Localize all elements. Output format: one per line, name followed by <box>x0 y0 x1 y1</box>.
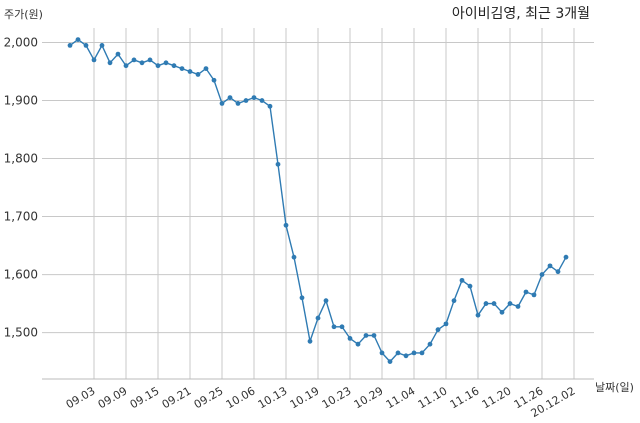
x-tick-label: 10.23 <box>320 384 354 411</box>
data-point <box>299 295 305 301</box>
data-point <box>243 98 249 103</box>
data-point <box>419 350 425 356</box>
data-point <box>499 309 505 315</box>
data-point <box>99 43 105 48</box>
data-point <box>211 77 217 83</box>
x-tick-label: 10.29 <box>352 384 386 411</box>
y-tick-label: 1,800 <box>4 152 38 166</box>
x-tick-label: 09.21 <box>160 384 194 411</box>
data-point <box>139 60 145 66</box>
data-point <box>219 101 225 106</box>
data-point <box>475 312 481 318</box>
data-point <box>91 57 97 63</box>
data-point <box>163 60 169 66</box>
y-tick-label: 1,600 <box>4 268 38 282</box>
series <box>67 37 569 364</box>
data-point <box>531 292 537 298</box>
x-tick-label: 10.13 <box>256 384 290 411</box>
data-point <box>555 269 561 275</box>
data-point <box>203 66 209 72</box>
data-point <box>315 315 321 321</box>
data-point <box>171 63 177 69</box>
data-point <box>251 95 257 101</box>
data-point <box>363 333 369 338</box>
data-point <box>75 37 81 43</box>
data-point <box>187 69 193 74</box>
chart-title: 아이비김영, 최근 3개월 <box>452 6 590 22</box>
y-axis-ticks: 1,500 1,600 1,700 1,800 1,900 2,000 <box>4 36 38 340</box>
data-point <box>307 338 313 344</box>
x-tick-label: 10.06 <box>224 384 258 411</box>
x-tick-label: 11.16 <box>448 384 482 411</box>
data-point <box>523 289 529 295</box>
data-point <box>259 98 265 103</box>
data-point <box>443 321 449 327</box>
data-point <box>67 43 73 48</box>
data-point <box>147 57 153 63</box>
data-point <box>291 254 297 260</box>
x-tick-label: 11.10 <box>416 384 450 411</box>
data-point <box>435 327 441 333</box>
data-point <box>427 341 433 347</box>
x-tick-label: 09.15 <box>128 384 162 411</box>
data-point <box>411 350 417 356</box>
data-point <box>275 161 281 167</box>
data-point <box>507 301 513 306</box>
data-point <box>547 263 553 269</box>
x-tick-label: 11.20 <box>480 384 514 411</box>
data-point <box>403 353 409 359</box>
data-point <box>323 298 329 304</box>
data-point <box>515 304 521 309</box>
data-point <box>339 324 345 330</box>
data-point <box>123 63 129 69</box>
data-point <box>107 60 113 66</box>
data-point <box>483 301 489 306</box>
data-point <box>235 101 241 106</box>
y-axis-label: 주가(원) <box>4 8 43 21</box>
data-point <box>227 95 233 101</box>
data-point <box>459 277 465 283</box>
data-point <box>131 57 137 63</box>
data-point <box>83 43 89 48</box>
grid <box>42 28 594 379</box>
data-point <box>387 359 393 364</box>
x-tick-label: 11.04 <box>384 384 418 411</box>
data-point <box>347 335 353 341</box>
x-tick-label: 09.09 <box>96 384 130 411</box>
data-point <box>331 324 337 330</box>
data-point <box>283 222 289 228</box>
x-axis-label: 날짜(일) <box>595 380 634 394</box>
x-tick-label: 09.03 <box>64 384 98 411</box>
x-tick-label: 09.25 <box>192 384 226 411</box>
data-point <box>467 283 473 289</box>
data-point <box>179 66 185 72</box>
data-point <box>115 51 121 57</box>
data-point <box>451 298 457 304</box>
y-tick-label: 2,000 <box>4 36 38 50</box>
data-point <box>395 350 401 356</box>
data-point <box>371 333 377 338</box>
data-point <box>539 272 545 277</box>
data-point <box>155 63 161 69</box>
y-tick-label: 1,900 <box>4 94 38 108</box>
y-tick-label: 1,500 <box>4 326 38 340</box>
data-point <box>267 103 273 109</box>
data-point <box>379 350 385 356</box>
x-tick-label: 10.19 <box>288 384 322 411</box>
data-point <box>355 341 361 347</box>
data-point <box>563 254 569 260</box>
data-point <box>491 301 497 306</box>
x-axis-ticks: 09.0309.0909.1509.2109.2510.0610.1310.19… <box>64 384 578 420</box>
data-point <box>195 72 201 77</box>
y-tick-label: 1,700 <box>4 210 38 224</box>
